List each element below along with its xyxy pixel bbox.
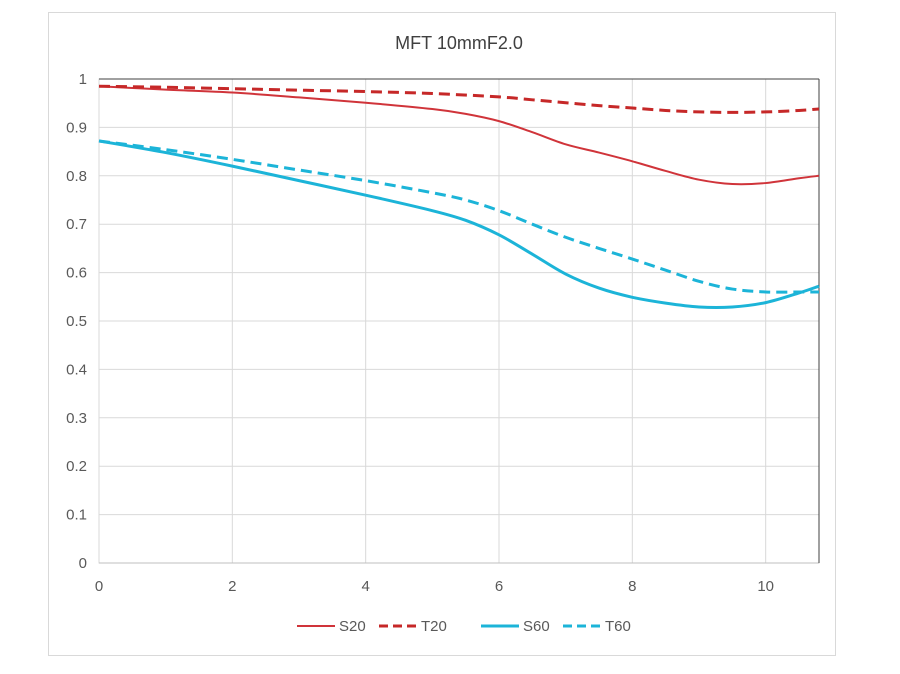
series-lines — [98, 84, 820, 309]
y-tick-label: 0.3 — [66, 410, 87, 427]
x-axis-ticks: 0 2 4 6 8 10 — [95, 578, 774, 595]
legend-label-t20: T20 — [421, 618, 447, 635]
y-tick-label: 0.5 — [66, 313, 87, 330]
x-tick-label: 2 — [228, 578, 236, 595]
x-tick-label: 8 — [628, 578, 636, 595]
y-axis-ticks: 0 0.1 0.2 0.3 0.4 0.5 0.6 0.7 0.8 0.9 1 — [66, 71, 87, 572]
x-tick-label: 6 — [495, 578, 503, 595]
y-tick-label: 0 — [79, 555, 87, 572]
x-tick-label: 10 — [757, 578, 774, 595]
y-tick-label: 1 — [79, 71, 87, 88]
y-tick-label: 0.6 — [66, 265, 87, 282]
series-line-s60 — [98, 139, 820, 309]
y-tick-label: 0.2 — [66, 458, 87, 475]
y-tick-label: 0.7 — [66, 216, 87, 233]
y-tick-label: 0.1 — [66, 507, 87, 524]
legend: S20 T20 S60 T60 — [297, 618, 631, 635]
legend-label-s20: S20 — [339, 618, 366, 635]
y-tick-label: 0.4 — [66, 361, 87, 378]
y-tick-label: 0.8 — [66, 168, 87, 185]
series-line-t20 — [98, 84, 820, 114]
series-line-s20 — [98, 85, 820, 186]
legend-label-s60: S60 — [523, 618, 550, 635]
legend-label-t60: T60 — [605, 618, 631, 635]
series-line-t60 — [98, 139, 819, 294]
x-tick-label: 4 — [361, 578, 369, 595]
mtf-chart: MFT 10mmF2.0 0 0.1 0.2 0.3 0.4 0.5 0.6 0.7 0.8 0.… — [66, 33, 820, 635]
x-tick-label: 0 — [95, 578, 103, 595]
grid — [98, 78, 820, 564]
y-tick-label: 0.9 — [66, 119, 87, 136]
chart-frame: MFT 10mmF2.0 0 0.1 0.2 0.3 0.4 0.5 0.6 0.7 0.8 0.… — [48, 12, 836, 656]
chart-title: MFT 10mmF2.0 — [395, 33, 523, 53]
